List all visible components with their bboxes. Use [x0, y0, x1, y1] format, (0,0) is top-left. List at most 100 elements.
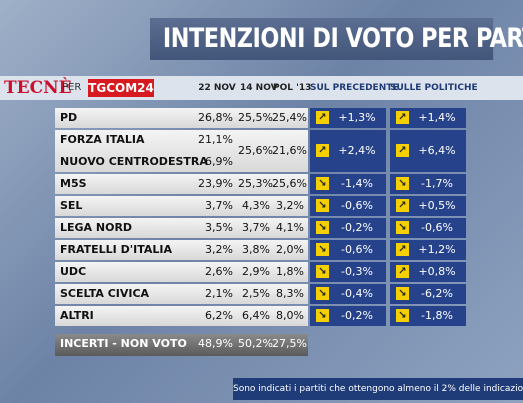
value-pol13: 3,2% [276, 199, 304, 212]
trend-arrow: ↘ [396, 177, 409, 190]
value-14nov: 3,7% [242, 221, 270, 234]
compare-bg [310, 174, 386, 194]
trend-arrow: ↘ [316, 199, 329, 212]
footer-14nov: 50,2% [238, 337, 273, 350]
delta-prev: -1,4% [341, 177, 373, 190]
footer-bg [55, 334, 308, 356]
value-14nov: 2,9% [242, 265, 270, 278]
compare-bg [390, 108, 466, 128]
trend-arrow: ↗ [316, 111, 329, 124]
value-22nov: 3,7% [205, 199, 233, 212]
compare-bg [310, 108, 386, 128]
compare-bg [310, 218, 386, 238]
party-name: SCELTA CIVICA [60, 287, 150, 300]
title: INTENZIONI DI VOTO PER PARTITO [150, 18, 523, 60]
delta-pol: -6,2% [421, 287, 453, 300]
delta-pol: +1,2% [418, 243, 456, 256]
column-header: 22 NOV [198, 83, 236, 93]
column-header: POL '13 [273, 83, 312, 93]
party-name: UDC [60, 265, 87, 278]
delta-prev: -0,6% [341, 199, 373, 212]
tecne-logo: TECNÈ [4, 78, 72, 98]
footer-name: INCERTI - NON VOTO [60, 337, 187, 350]
compare-bg [390, 174, 466, 194]
value-pol13: 25,6% [272, 177, 307, 190]
column-header: SULLE POLITICHE [390, 83, 478, 93]
trend-arrow: ↘ [396, 221, 409, 234]
trend-arrow: ↘ [316, 309, 329, 322]
delta-prev: +1,3% [338, 111, 376, 124]
delta-pol: +1,4% [418, 111, 456, 124]
value-22nov: 3,2% [205, 243, 233, 256]
delta-pol: +0,8% [418, 265, 456, 278]
party-name: FRATELLI D'ITALIA [60, 243, 172, 256]
party-name: PD [60, 111, 78, 124]
value-14nov: 25,6% [238, 144, 273, 157]
delta-prev: -0,3% [341, 265, 373, 278]
value-22nov: 23,9% [198, 177, 233, 190]
row-bg [55, 196, 308, 216]
trend-arrow: ↘ [316, 243, 329, 256]
row-bg [55, 174, 308, 194]
row-bg [55, 130, 308, 172]
party-name: LEGA NORD [60, 221, 133, 234]
tgcom-logo: TGCOM24 [88, 79, 154, 97]
party-name: ALTRI [60, 309, 94, 322]
value-22nov: 2,1% [205, 287, 233, 300]
value-pol13: 21,6% [272, 144, 307, 157]
value-14nov: 25,3% [238, 177, 273, 190]
value-pol13: 25,4% [272, 111, 307, 124]
row-bg [55, 240, 308, 260]
delta-pol: -0,6% [421, 221, 453, 234]
trend-arrow: ↗ [396, 199, 409, 212]
value-22nov: 2,6% [205, 265, 233, 278]
value-14nov: 25,5% [238, 111, 273, 124]
compare-bg [310, 306, 386, 326]
compare-bg [390, 284, 466, 304]
value-14nov: 3,8% [242, 243, 270, 256]
trend-arrow: ↘ [396, 287, 409, 300]
column-header: SUL PRECEDENTE [310, 83, 399, 93]
value-14nov: 6,4% [242, 309, 270, 322]
footer-pol13: 27,5% [272, 337, 307, 350]
party-name: M5S [60, 177, 87, 190]
compare-bg [390, 306, 466, 326]
value-pol13: 1,8% [276, 265, 304, 278]
trend-arrow: ↗ [396, 111, 409, 124]
value-22nov: 6,2% [205, 309, 233, 322]
compare-bg [390, 196, 466, 216]
header-bar [0, 76, 523, 100]
trend-arrow: ↘ [316, 265, 329, 278]
trend-arrow: ↘ [316, 221, 329, 234]
value-pol13: 2,0% [276, 243, 304, 256]
trend-arrow: ↘ [316, 177, 329, 190]
value-22nov: 6,9% [205, 155, 233, 168]
trend-arrow: ↘ [316, 287, 329, 300]
compare-bg [310, 284, 386, 304]
compare-bg [390, 218, 466, 238]
trend-arrow: ↗ [316, 144, 329, 157]
trend-arrow: ↗ [396, 243, 409, 256]
delta-prev: +2,4% [338, 144, 376, 157]
value-22nov: 3,5% [205, 221, 233, 234]
delta-pol: -1,7% [421, 177, 453, 190]
delta-prev: -0,2% [341, 221, 373, 234]
footer-22nov: 48,9% [198, 337, 233, 350]
trend-arrow: ↗ [396, 265, 409, 278]
row-bg [55, 218, 308, 238]
delta-prev: -0,2% [341, 309, 373, 322]
party-name: SEL [60, 199, 83, 212]
compare-bg [310, 262, 386, 282]
value-14nov: 4,3% [242, 199, 270, 212]
compare-bg [310, 240, 386, 260]
party-name: FORZA ITALIA [60, 133, 145, 146]
value-14nov: 2,5% [242, 287, 270, 300]
column-header: 14 NOV [240, 83, 278, 93]
delta-prev: -0,6% [341, 243, 373, 256]
delta-pol: +6,4% [418, 144, 456, 157]
value-pol13: 8,3% [276, 287, 304, 300]
delta-prev: -0,4% [341, 287, 373, 300]
row-bg [55, 284, 308, 304]
delta-pol: +0,5% [418, 199, 456, 212]
